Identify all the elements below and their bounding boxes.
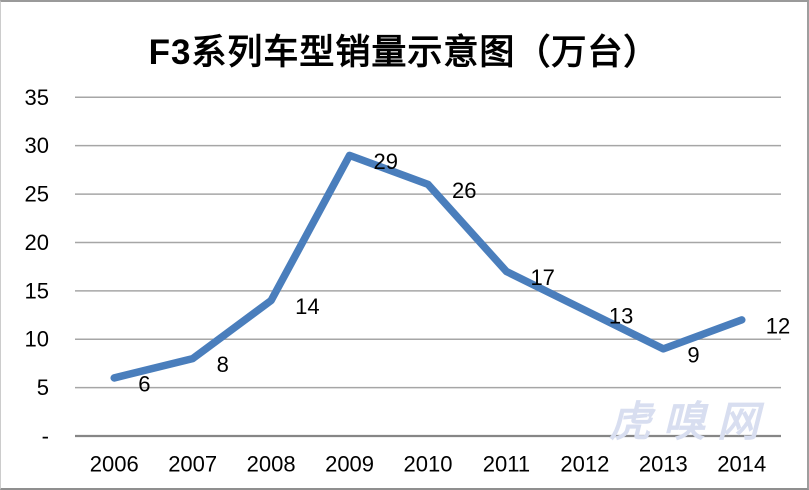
y-tick-label: 25 bbox=[25, 182, 49, 207]
x-tick-label: 2013 bbox=[639, 452, 688, 477]
data-label: 9 bbox=[687, 342, 699, 367]
data-label: 17 bbox=[530, 265, 554, 290]
x-tick-label: 2010 bbox=[404, 452, 453, 477]
x-tick-label: 2014 bbox=[717, 452, 766, 477]
data-label: 26 bbox=[452, 178, 476, 203]
data-label: 6 bbox=[138, 371, 150, 396]
x-tick-label: 2008 bbox=[247, 452, 296, 477]
data-label: 14 bbox=[295, 294, 319, 319]
chart-title: F3系列车型销量示意图（万台） bbox=[148, 33, 660, 72]
y-tick-label: 20 bbox=[25, 230, 49, 255]
x-tick-label: 2007 bbox=[168, 452, 217, 477]
x-tick-label: 2012 bbox=[560, 452, 609, 477]
x-tick-label: 2009 bbox=[325, 452, 374, 477]
y-tick-label: 5 bbox=[37, 375, 49, 400]
x-tick-label: 2006 bbox=[90, 452, 139, 477]
data-label: 8 bbox=[217, 352, 229, 377]
y-tick-label: 15 bbox=[25, 278, 49, 303]
y-tick-label: 35 bbox=[25, 85, 49, 110]
data-label: 29 bbox=[374, 149, 398, 174]
x-tick-label: 2011 bbox=[483, 452, 530, 477]
sales-line-series bbox=[110, 151, 746, 382]
y-tick-label: 10 bbox=[25, 327, 49, 352]
data-label: 12 bbox=[766, 313, 790, 338]
y-tick-label: 30 bbox=[25, 133, 49, 158]
data-label: 13 bbox=[609, 304, 633, 329]
y-tick-label: - bbox=[42, 424, 49, 449]
